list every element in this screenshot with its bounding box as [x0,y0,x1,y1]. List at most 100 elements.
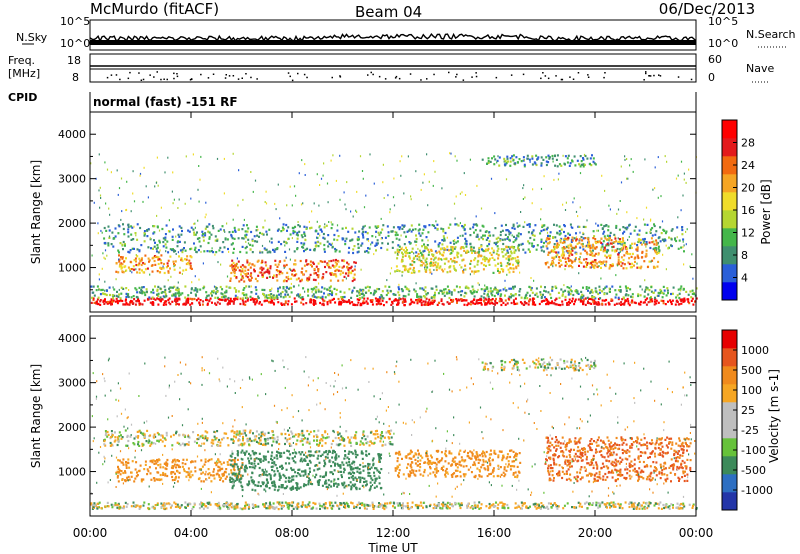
power-cell [640,256,643,259]
power-echo-band [394,245,520,274]
power-cell [121,270,124,273]
power-cell [391,241,394,244]
velocity-cell [281,501,284,504]
power-cell [588,286,591,289]
power-cell [330,272,333,275]
velocity-cell [672,504,674,507]
power-cell [511,234,513,237]
velocity-cell [211,438,214,442]
power-cell [127,250,130,253]
power-cell [580,261,583,264]
power-cell [400,247,403,250]
power-cell [133,298,136,301]
power-cell [629,288,632,291]
power-cell [134,287,137,290]
power-cell [183,241,186,244]
velocity-cell [362,430,365,433]
power-colorbar-swatch [722,282,737,301]
power-cell [550,263,553,266]
velocity-cell [363,503,366,506]
power-cell [614,235,616,238]
power-cell [141,269,143,272]
velocity-cell [378,505,381,508]
power-cell [592,157,595,160]
velocity-cell [339,443,342,446]
power-cell [362,225,365,228]
power-cell [533,161,536,164]
power-cell [592,243,594,246]
power-cell [585,261,587,264]
power-cell [555,158,558,161]
power-cell [323,292,325,295]
power-cell [208,250,211,253]
power-cell [509,246,512,249]
velocity-cell [432,507,435,510]
power-cell [678,296,681,300]
power-cell [289,258,291,261]
power-cell [357,243,360,246]
power-cell [465,285,468,288]
velocity-cell [573,506,576,509]
power-cell [494,227,497,230]
power-cell [435,251,438,254]
power-cell [213,285,216,288]
power-cell [557,262,560,265]
power-cell [115,278,117,281]
power-cell [464,232,467,235]
power-cell [266,271,269,274]
power-cell [282,228,285,232]
power-cell [426,292,429,295]
power-cell [108,286,111,289]
velocity-cell [680,502,683,506]
power-cell [635,248,638,251]
power-cell [645,288,648,291]
power-cell [112,286,114,289]
power-cell [475,215,477,218]
power-cell [266,267,269,270]
power-cell [394,270,397,273]
power-cell [169,248,172,251]
power-cell [337,269,340,272]
power-cell [118,251,120,254]
power-cell [363,294,366,297]
power-cell [551,287,554,290]
power-cell [506,302,509,305]
power-cell [148,259,151,262]
power-cell [456,240,459,243]
power-cell [499,230,502,234]
velocity-cell [306,441,309,444]
power-cell [562,250,564,253]
power-cell [193,233,196,236]
power-cell [329,272,332,275]
power-cell [508,238,511,241]
power-cell [591,296,594,299]
power-cell [425,303,428,306]
power-cell [239,302,242,306]
power-cell [460,290,462,293]
velocity-cell [471,506,474,509]
power-cell [202,300,205,303]
power-cell [293,269,296,272]
velocity-cell [415,505,418,508]
power-cell [241,299,244,302]
power-cell [402,297,405,300]
power-cell [627,177,629,180]
power-cell [611,263,614,266]
power-cell [347,274,350,277]
power-cell [264,219,266,222]
power-cell [233,267,236,271]
power-cell [245,251,248,254]
power-cell [545,245,548,248]
power-cell [655,299,658,302]
power-cell [178,235,181,238]
power-cell [223,157,225,160]
power-cell [337,235,340,238]
power-cell [309,263,312,266]
power-cell [326,301,329,304]
velocity-cell [329,502,331,505]
power-cell [394,251,397,254]
power-cell [268,250,271,253]
velocity-cell [603,503,606,506]
power-cell [293,230,296,233]
power-cell [131,226,134,229]
